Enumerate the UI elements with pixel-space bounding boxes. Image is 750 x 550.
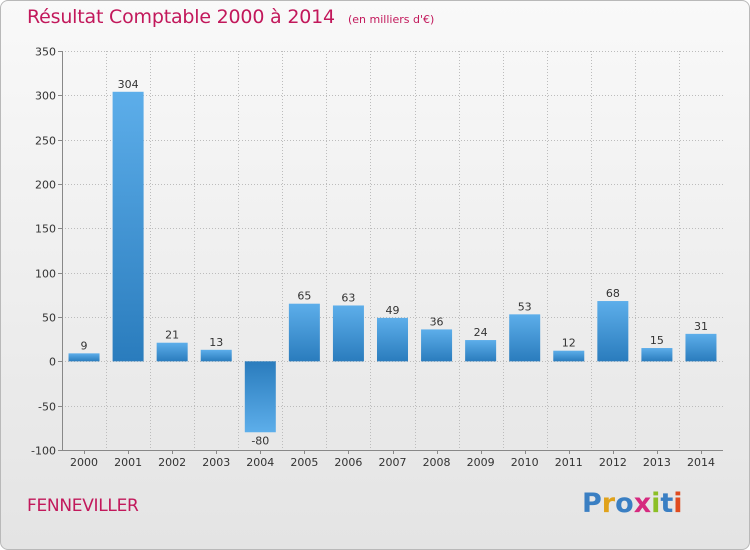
logo-letter: P	[582, 488, 602, 519]
x-tick-label-2005: 2005	[290, 456, 318, 469]
data-label-2011: 12	[562, 337, 576, 350]
data-label-2014: 31	[694, 320, 708, 333]
proxiti-logo[interactable]: Proxiti	[582, 488, 683, 519]
logo-letter: o	[615, 488, 634, 519]
data-label-2002: 21	[165, 329, 179, 342]
x-tick-label-2003: 2003	[202, 456, 230, 469]
x-tick-label-2009: 2009	[467, 456, 495, 469]
x-tick-label-2001: 2001	[114, 456, 142, 469]
x-tick-label-2008: 2008	[423, 456, 451, 469]
bar-2008[interactable]	[421, 329, 453, 362]
x-tick-label-2010: 2010	[511, 456, 539, 469]
data-label-2013: 15	[650, 334, 664, 347]
bar-2006[interactable]	[332, 305, 364, 362]
logo-letter: r	[601, 488, 616, 519]
y-tick-label: 0	[49, 356, 56, 369]
chart-subtitle: (en milliers d'€)	[347, 13, 435, 26]
data-label-2000: 9	[81, 339, 88, 352]
logo-letter: t	[660, 488, 674, 519]
data-label-2012: 68	[606, 287, 620, 300]
bar-2009[interactable]	[465, 340, 497, 362]
bar-2007[interactable]	[377, 317, 408, 362]
logo-letter: i	[673, 488, 683, 519]
logo-letter: x	[633, 488, 652, 519]
bars	[68, 91, 717, 433]
y-tick-label: 200	[35, 179, 56, 192]
y-tick-label: 50	[42, 312, 56, 325]
x-tick-label-2007: 2007	[379, 456, 407, 469]
data-label-2005: 65	[297, 290, 311, 303]
x-tick-label-2013: 2013	[643, 456, 671, 469]
x-tick-label-2004: 2004	[246, 456, 274, 469]
data-label-2007: 49	[386, 304, 400, 317]
bar-2011[interactable]	[553, 350, 585, 362]
bar-2012[interactable]	[597, 301, 629, 362]
logo-letter: i	[651, 488, 661, 519]
data-label-2003: 13	[209, 336, 223, 349]
y-tick-label: 300	[35, 90, 56, 103]
bar-2004[interactable]	[244, 361, 276, 433]
y-tick-label: -50	[38, 401, 56, 414]
data-label-2008: 36	[430, 315, 444, 328]
place-name: FENNEVILLER	[27, 496, 139, 516]
x-tick-label-2012: 2012	[599, 456, 627, 469]
x-tick-label-2002: 2002	[158, 456, 186, 469]
x-tick-label-2000: 2000	[70, 456, 98, 469]
bar-2013[interactable]	[641, 348, 673, 362]
x-tick-label-2014: 2014	[687, 456, 715, 469]
chart-title: Résultat Comptable 2000 à 2014	[27, 6, 335, 28]
y-tick-label: 100	[35, 268, 56, 281]
x-tick-label-2006: 2006	[334, 456, 362, 469]
bar-2014[interactable]	[685, 333, 717, 362]
bar-2003[interactable]	[200, 349, 232, 362]
y-tick-label: 350	[35, 46, 56, 59]
data-label-2006: 63	[341, 291, 355, 304]
x-tick-label-2011: 2011	[555, 456, 583, 469]
bar-2010[interactable]	[509, 314, 541, 362]
data-label-2004: -80	[251, 434, 269, 447]
axes: -100 -50 0 50 100 150 200 250 300 350 2000 2001 2002…	[31, 46, 723, 469]
data-labels: 9 304 21 13 -80 65 63 49 36 24 53 12 68 15 31	[81, 78, 708, 447]
data-label-2010: 53	[518, 300, 532, 313]
grid-lines	[62, 51, 723, 451]
bar-2002[interactable]	[156, 342, 188, 362]
data-label-2001: 304	[118, 78, 139, 91]
data-label-2009: 24	[474, 326, 488, 339]
bar-2001[interactable]	[112, 91, 144, 362]
y-tick-label: 250	[35, 135, 56, 148]
y-tick-label: 150	[35, 223, 56, 236]
chart-title-row: Résultat Comptable 2000 à 2014 (en milli…	[27, 6, 434, 28]
bar-2005[interactable]	[288, 303, 320, 362]
y-tick-label: -100	[31, 445, 56, 458]
bar-2000[interactable]	[68, 353, 100, 362]
